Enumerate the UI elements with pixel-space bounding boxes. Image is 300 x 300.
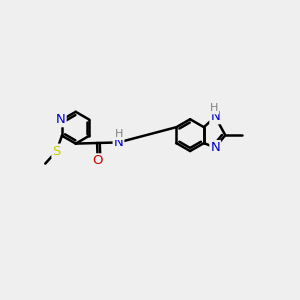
Text: S: S: [52, 145, 61, 158]
Text: O: O: [92, 154, 103, 167]
Text: N: N: [210, 141, 220, 154]
Text: N: N: [210, 110, 220, 123]
Text: H: H: [210, 103, 218, 113]
Text: N: N: [56, 113, 66, 126]
Text: N: N: [114, 136, 123, 149]
Text: H: H: [115, 129, 123, 139]
